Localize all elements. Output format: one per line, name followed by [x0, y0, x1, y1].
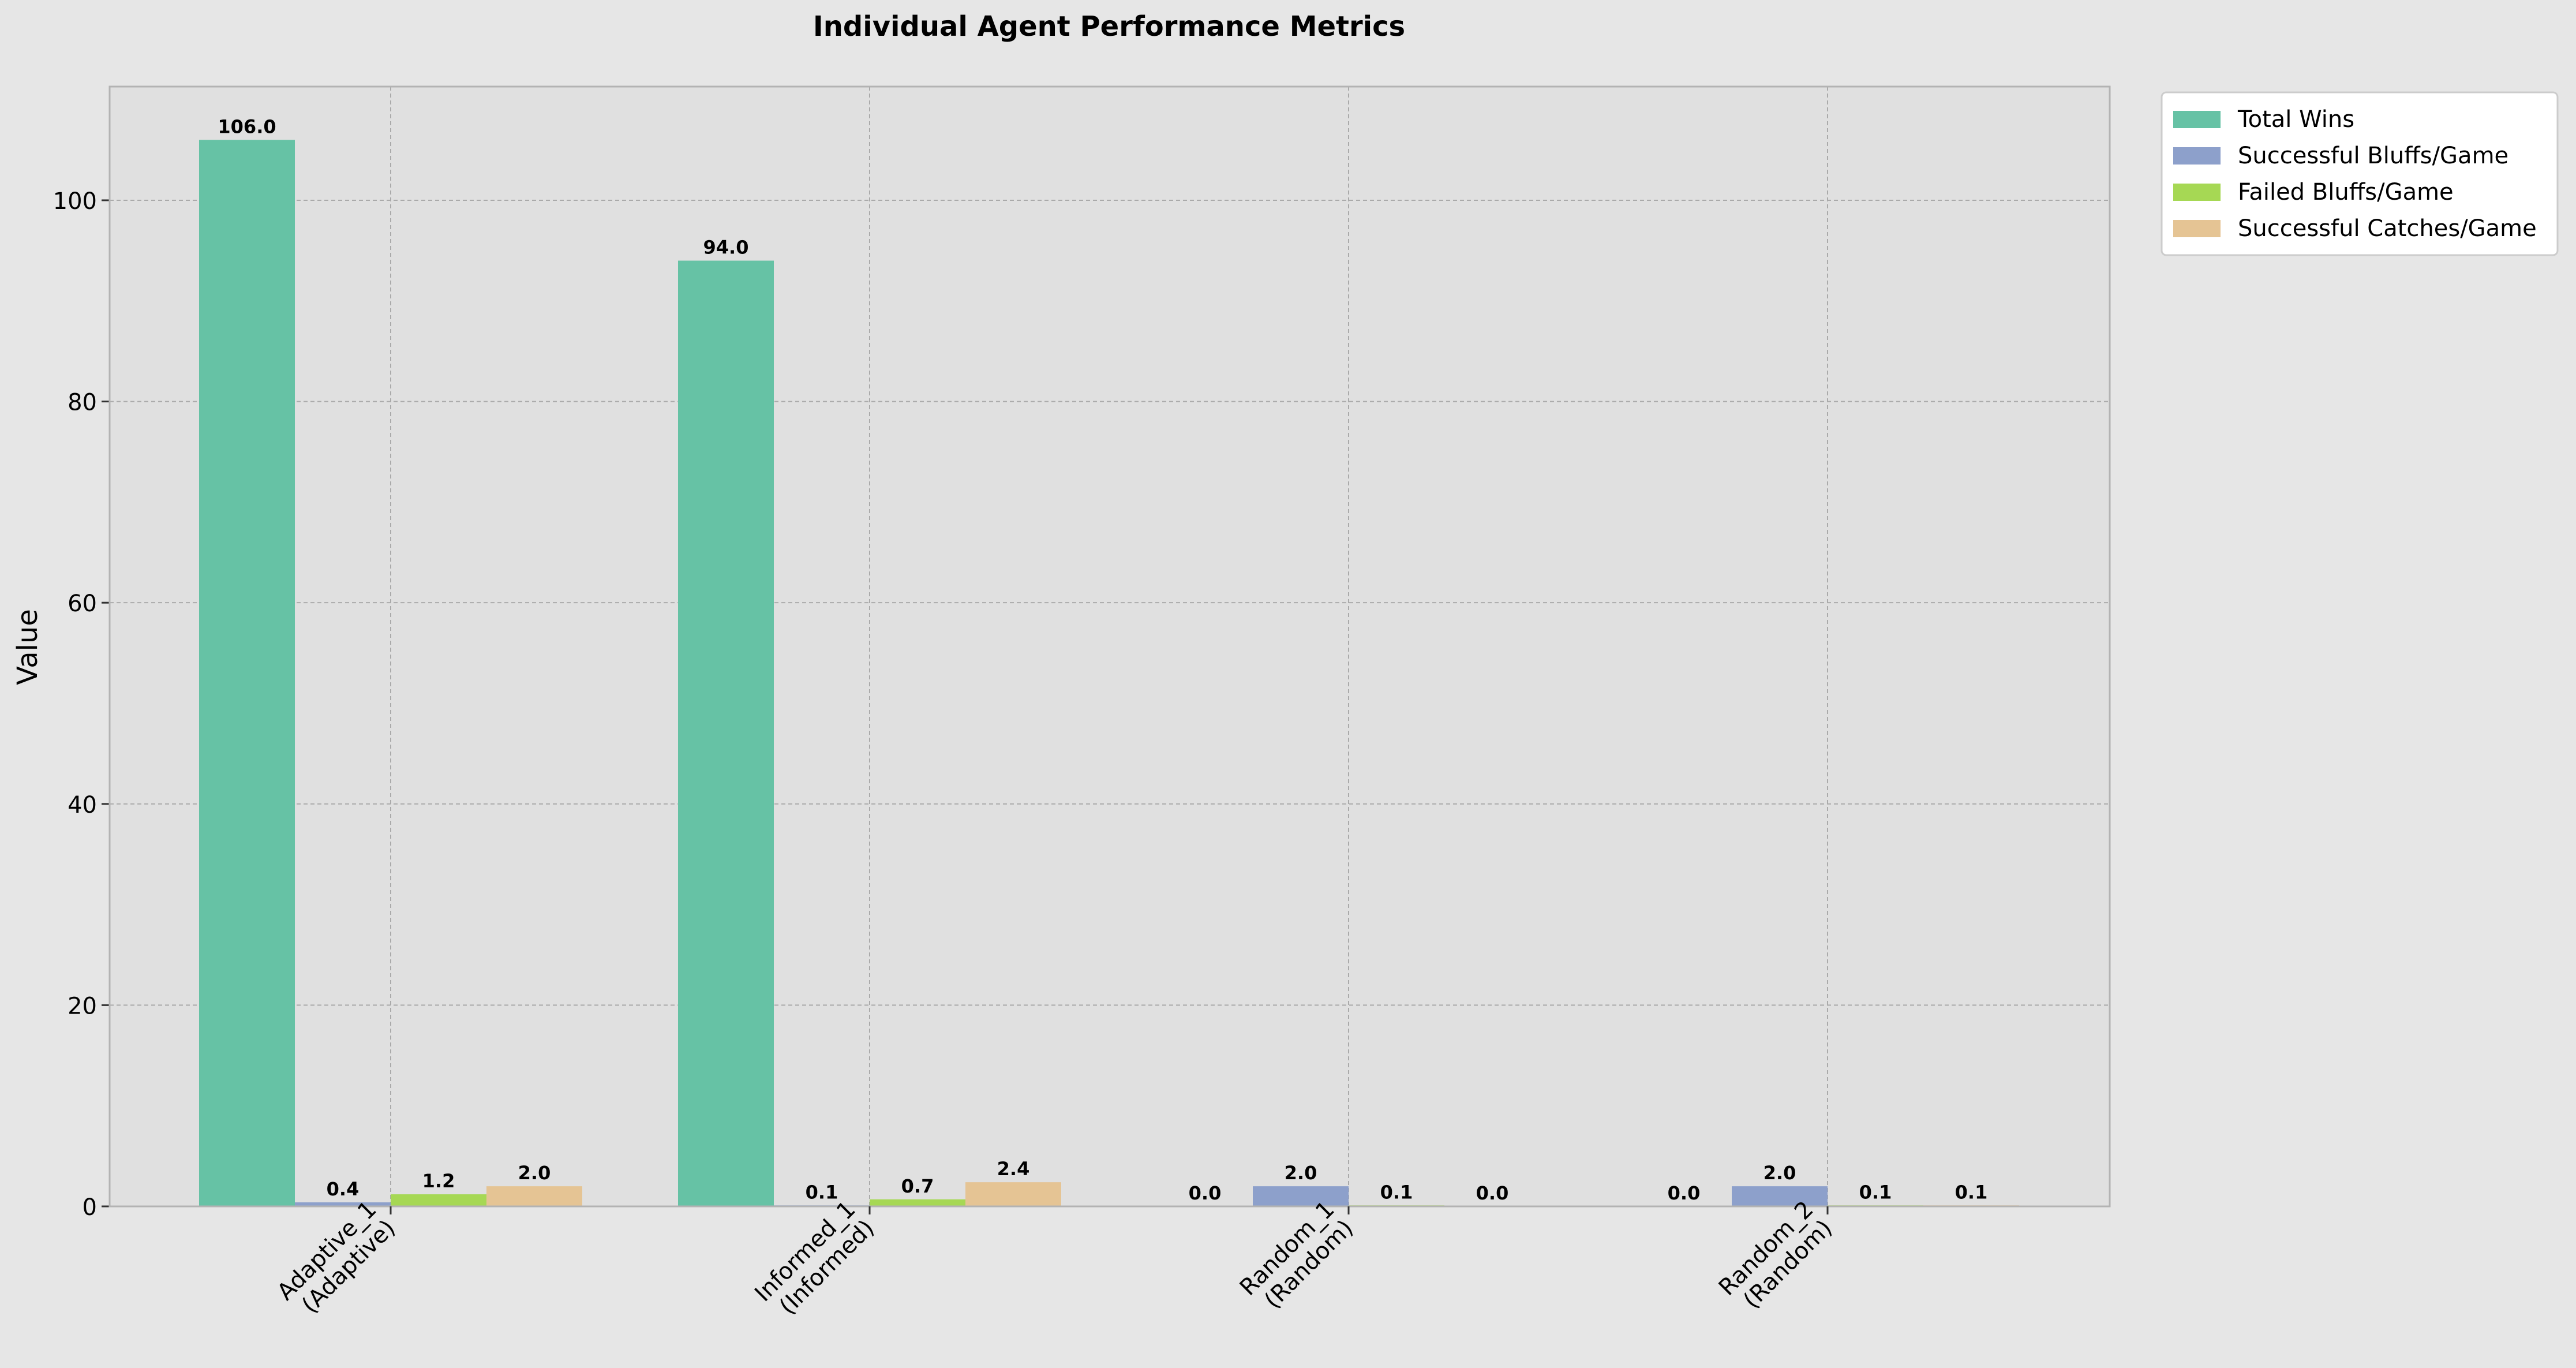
data-label: 106.0: [218, 115, 276, 137]
data-label: 0.1: [806, 1181, 838, 1203]
y-tick-label: 80: [68, 390, 97, 416]
chart-title: Individual Agent Performance Metrics: [813, 10, 1405, 43]
legend-swatch: [2173, 147, 2221, 165]
y-tick-label: 100: [53, 188, 97, 215]
bar: [1253, 1186, 1349, 1206]
y-tick-label: 0: [83, 1194, 97, 1221]
legend-entry-label: Total Wins: [2237, 106, 2354, 133]
legend-entry-label: Failed Bluffs/Game: [2238, 179, 2454, 205]
y-tick-label: 20: [68, 993, 97, 1019]
data-label: 0.7: [901, 1175, 934, 1197]
bar: [1732, 1186, 1828, 1206]
legend-entry-label: Successful Catches/Game: [2238, 215, 2537, 242]
data-label: 0.1: [1380, 1181, 1413, 1203]
data-label: 0.0: [1476, 1182, 1509, 1204]
legend-swatch: [2173, 184, 2221, 201]
legend: Total Wins Successful Bluffs/Game Failed B…: [2161, 91, 2559, 256]
grid-lines: [110, 87, 2110, 1206]
data-label: 94.0: [703, 237, 749, 259]
bar: [391, 1194, 486, 1206]
data-label: 2.0: [1285, 1162, 1317, 1184]
data-label: 0.4: [327, 1178, 360, 1200]
bar: [965, 1182, 1061, 1206]
data-labels: 106.0 94.0 0.0 0.0 0.4 0.1 2.0 2.0 1.2 0.7 0.1 0.1 2…: [218, 115, 1987, 1204]
bar: [678, 260, 774, 1206]
legend-swatch: [2173, 220, 2221, 237]
legend-entry-label: Successful Bluffs/Game: [2238, 143, 2508, 169]
axis-frame: [108, 85, 2111, 1208]
legend-box: [2161, 91, 2559, 256]
y-axis-label: Value: [12, 609, 44, 685]
data-label: 2.0: [1763, 1162, 1796, 1184]
data-label: 2.0: [518, 1162, 551, 1184]
data-label: 0.0: [1189, 1182, 1222, 1204]
bars: [199, 140, 2019, 1206]
bar: [870, 1199, 965, 1206]
data-label: 1.2: [422, 1170, 455, 1192]
plot-background: [110, 87, 2110, 1206]
bar: [295, 1202, 391, 1206]
data-label: 0.1: [1859, 1181, 1892, 1203]
y-tick-label: 40: [68, 792, 97, 818]
y-tick-label: 60: [68, 590, 97, 617]
legend-swatch: [2173, 111, 2221, 128]
data-label: 0.0: [1668, 1182, 1701, 1204]
data-label: 2.4: [997, 1158, 1030, 1180]
bar: [486, 1186, 582, 1206]
bar: [199, 140, 295, 1206]
data-label: 0.1: [1955, 1181, 1988, 1203]
